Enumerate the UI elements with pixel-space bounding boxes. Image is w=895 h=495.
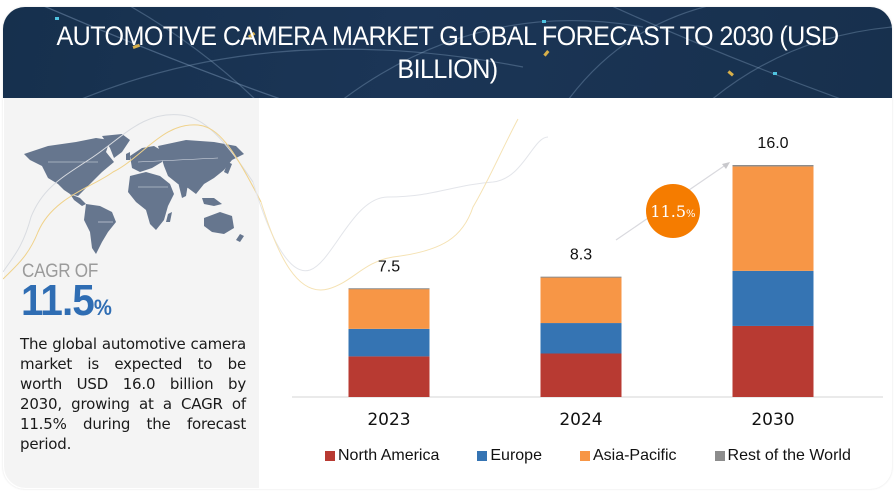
bar-segment-asia-pacific-2023 — [348, 288, 430, 329]
cagr-badge-unit: % — [686, 209, 696, 220]
stacked-bar-chart: 7.5 2023 8.3 2024 16.0 2030 11.5% — [292, 135, 883, 430]
cagr-badge-value: 11.5 — [650, 202, 686, 221]
x-tick-label-2024: 2024 — [559, 410, 602, 430]
legend-item-europe: Europe — [477, 447, 542, 465]
cagr-value: 11.5% — [21, 276, 112, 326]
legend-label: North America — [338, 447, 440, 464]
x-tick-label-2023: 2023 — [367, 410, 410, 430]
total-label-2023: 7.5 — [378, 258, 400, 275]
legend-item-asia-pacific: Asia-Pacific — [579, 447, 677, 465]
bar-segment-europe-2030 — [732, 270, 814, 326]
bar-segment-north-america-2030 — [732, 325, 814, 397]
total-label-2030: 16.0 — [757, 135, 788, 152]
bar-segment-rest-of-the-world-2030 — [732, 165, 814, 167]
header-background-lines — [44, 7, 892, 98]
bar-segment-asia-pacific-2024 — [540, 277, 622, 324]
legend-item-rest-of-the-world: Rest of the World — [714, 447, 851, 465]
chart-legend: North America Europe Asia-Pacific Rest of t… — [325, 447, 851, 465]
bar-segment-rest-of-the-world-2024 — [540, 276, 622, 278]
cagr-badge — [646, 184, 700, 238]
legend-item-north-america: North America — [325, 447, 439, 465]
legend-swatch — [325, 451, 335, 461]
chart-title: AUTOMOTIVE CAMERA MARKET GLOBAL FORECAST… — [56, 21, 839, 84]
market-description: The global automotive camera market is e… — [20, 335, 246, 453]
cagr-arrow-head-icon — [722, 162, 730, 169]
header-banner: AUTOMOTIVE CAMERA MARKET GLOBAL FORECAST… — [3, 7, 892, 98]
legend-label: Asia-Pacific — [592, 447, 677, 464]
legend-label: Europe — [490, 447, 542, 464]
bar-segment-rest-of-the-world-2023 — [348, 288, 430, 290]
bar-segment-europe-2023 — [348, 328, 430, 357]
legend-swatch — [714, 451, 725, 461]
total-label-2024: 8.3 — [570, 247, 592, 264]
cagr-badge-label: 11.5% — [650, 202, 695, 221]
legend-swatch — [477, 451, 488, 461]
bar-segment-asia-pacific-2030 — [732, 166, 814, 271]
bar-segment-europe-2024 — [540, 323, 622, 354]
x-tick-label-2030: 2030 — [751, 410, 794, 430]
infographic-card: AUTOMOTIVE CAMERA MARKET GLOBAL FORECAST… — [3, 7, 892, 489]
bar-segment-north-america-2024 — [540, 353, 622, 397]
legend-label: Rest of the World — [727, 447, 851, 464]
cagr-percent: % — [93, 295, 112, 320]
bar-segment-north-america-2023 — [348, 356, 430, 397]
legend-swatch — [579, 451, 590, 461]
cagr-number: 11.5 — [21, 276, 95, 325]
